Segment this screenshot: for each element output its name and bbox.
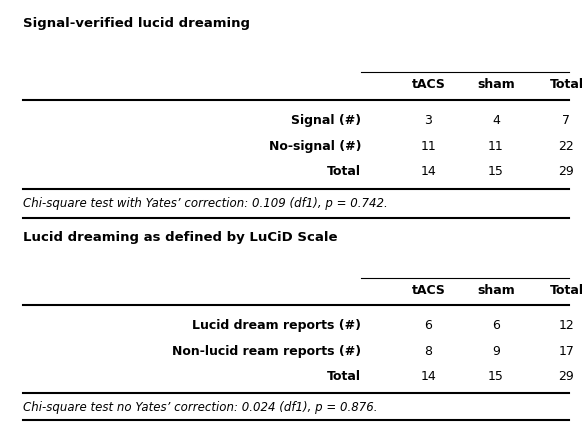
Text: Total: Total [327,370,361,383]
Text: Lucid dream reports (#): Lucid dream reports (#) [192,319,361,332]
Text: Total: Total [549,78,583,92]
Text: 11: 11 [421,140,436,153]
Text: 6: 6 [492,319,500,332]
Text: Total: Total [327,165,361,178]
Text: sham: sham [477,78,515,92]
Text: Signal (#): Signal (#) [291,114,361,127]
Text: 22: 22 [559,140,574,153]
Text: 15: 15 [488,165,504,178]
Text: 6: 6 [424,319,433,332]
Text: No-signal (#): No-signal (#) [268,140,361,153]
Text: 9: 9 [492,345,500,357]
Text: Lucid dreaming as defined by LuCiD Scale: Lucid dreaming as defined by LuCiD Scale [23,231,338,244]
Text: 11: 11 [488,140,504,153]
Text: tACS: tACS [411,284,446,297]
Text: Total: Total [549,284,583,297]
Text: 7: 7 [562,114,571,127]
Text: 15: 15 [488,370,504,383]
Text: 12: 12 [559,319,574,332]
Text: 3: 3 [424,114,433,127]
Text: 29: 29 [559,165,574,178]
Text: Non-lucid ream reports (#): Non-lucid ream reports (#) [172,345,361,357]
Text: sham: sham [477,284,515,297]
Text: 8: 8 [424,345,433,357]
Text: Signal-verified lucid dreaming: Signal-verified lucid dreaming [23,17,251,30]
Text: Chi-square test no Yates’ correction: 0.024 (df1), p = 0.876.: Chi-square test no Yates’ correction: 0.… [23,401,378,414]
Text: Chi-square test with Yates’ correction: 0.109 (df1), p = 0.742.: Chi-square test with Yates’ correction: … [23,197,388,210]
Text: 14: 14 [421,370,436,383]
Text: 14: 14 [421,165,436,178]
Text: tACS: tACS [411,78,446,92]
Text: 17: 17 [558,345,575,357]
Text: 4: 4 [492,114,500,127]
Text: 29: 29 [559,370,574,383]
